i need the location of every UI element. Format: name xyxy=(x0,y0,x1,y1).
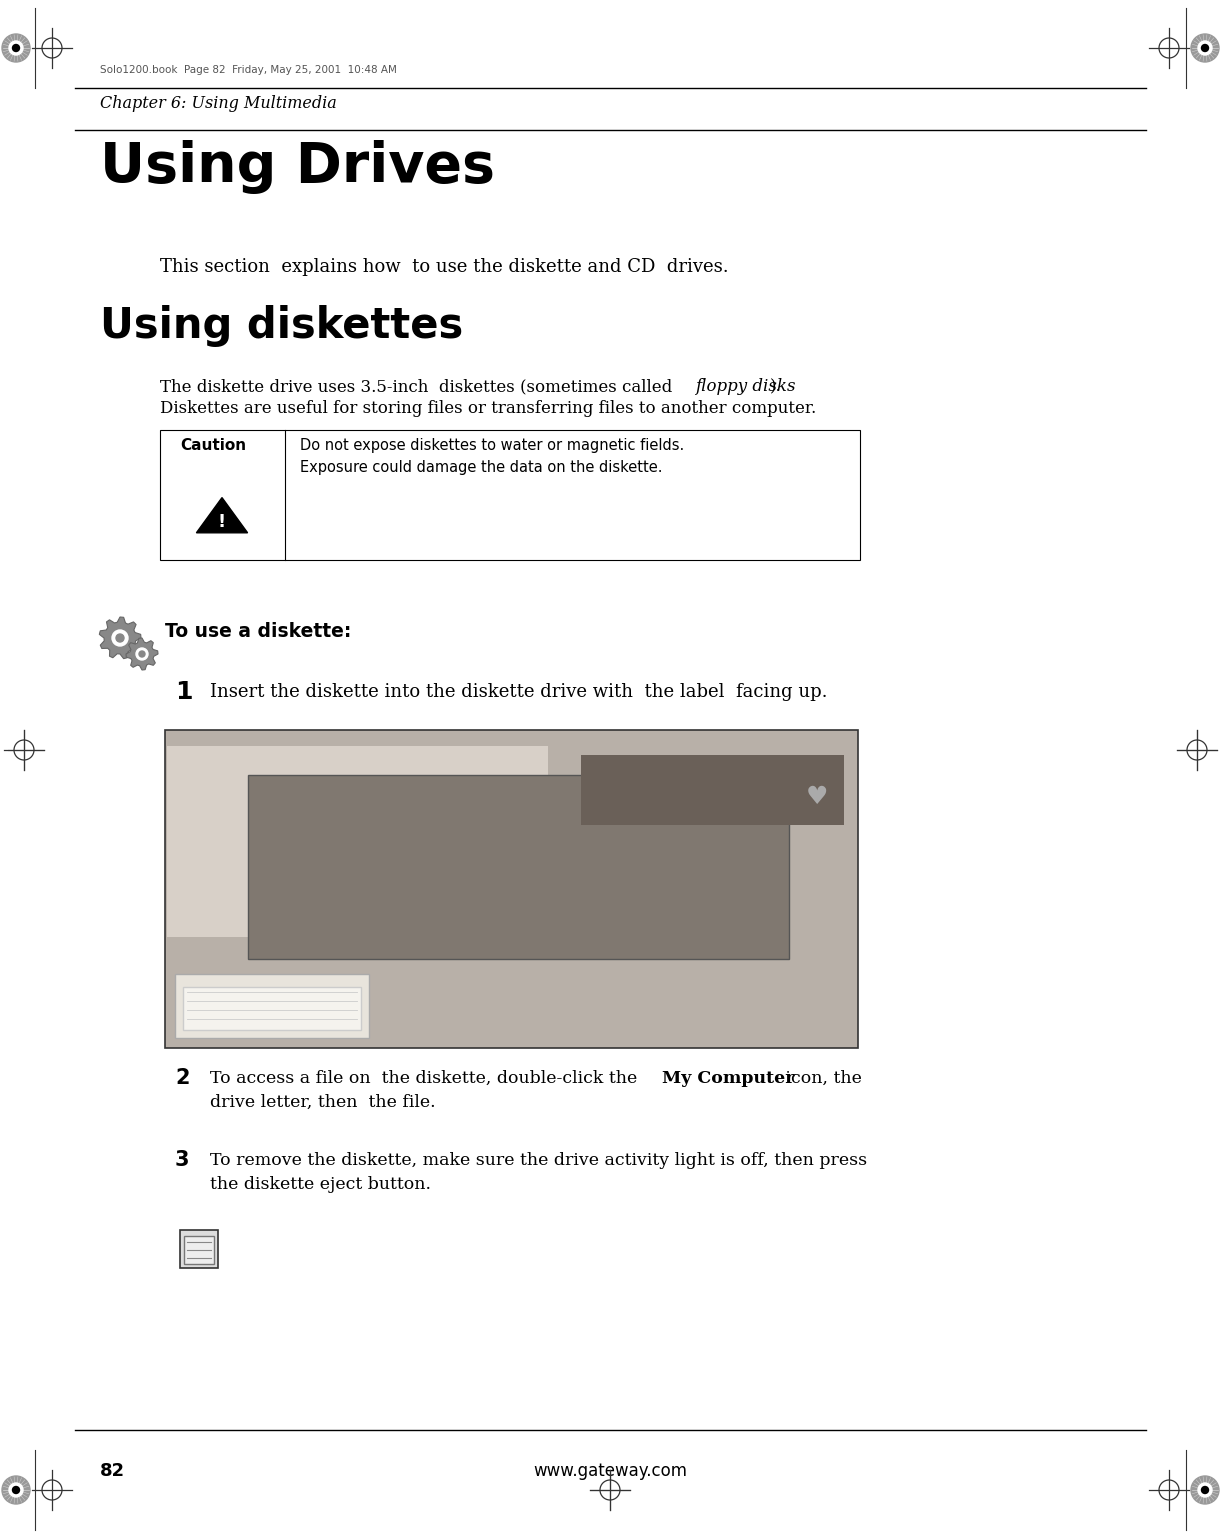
Text: ♥: ♥ xyxy=(806,784,828,809)
FancyBboxPatch shape xyxy=(160,431,860,560)
Text: This section  explains how  to use the diskette and CD  drives.: This section explains how to use the dis… xyxy=(160,258,729,275)
FancyBboxPatch shape xyxy=(175,975,369,1038)
Circle shape xyxy=(1198,1483,1212,1496)
Text: 1: 1 xyxy=(175,680,193,704)
Text: Using diskettes: Using diskettes xyxy=(100,305,463,348)
Text: 3: 3 xyxy=(175,1150,189,1170)
Text: The diskette drive uses 3.5-inch  diskettes (sometimes called: The diskette drive uses 3.5-inch diskett… xyxy=(160,378,678,395)
Text: floppy disks: floppy disks xyxy=(695,378,796,395)
Text: Chapter 6: Using Multimedia: Chapter 6: Using Multimedia xyxy=(100,95,337,112)
Circle shape xyxy=(1201,1487,1209,1493)
Polygon shape xyxy=(197,498,248,532)
Circle shape xyxy=(116,634,125,641)
Circle shape xyxy=(139,651,145,657)
Circle shape xyxy=(1198,42,1212,55)
Circle shape xyxy=(1201,45,1209,51)
FancyBboxPatch shape xyxy=(165,731,858,1047)
FancyBboxPatch shape xyxy=(184,1237,214,1264)
Text: 82: 82 xyxy=(100,1463,125,1480)
Text: icon, the: icon, the xyxy=(780,1070,862,1087)
FancyBboxPatch shape xyxy=(179,1230,219,1267)
Text: To remove the diskette, make sure the drive activity light is off, then press: To remove the diskette, make sure the dr… xyxy=(210,1152,867,1169)
Circle shape xyxy=(2,1476,31,1504)
Text: the diskette eject button.: the diskette eject button. xyxy=(210,1177,431,1193)
FancyBboxPatch shape xyxy=(183,987,361,1030)
FancyBboxPatch shape xyxy=(167,746,548,937)
Text: Insert the diskette into the diskette drive with  the label  facing up.: Insert the diskette into the diskette dr… xyxy=(210,683,828,701)
Circle shape xyxy=(1190,1476,1219,1504)
Circle shape xyxy=(2,34,31,62)
Circle shape xyxy=(112,631,128,646)
Circle shape xyxy=(136,647,148,660)
Text: Do not expose diskettes to water or magnetic fields.: Do not expose diskettes to water or magn… xyxy=(300,438,684,454)
Text: ).: ). xyxy=(770,378,781,395)
Text: Exposure could damage the data on the diskette.: Exposure could damage the data on the di… xyxy=(300,460,663,475)
Text: Using Drives: Using Drives xyxy=(100,140,495,194)
Text: drive letter, then  the file.: drive letter, then the file. xyxy=(210,1094,436,1110)
Circle shape xyxy=(12,1487,20,1493)
Text: Solo1200.book  Page 82  Friday, May 25, 2001  10:48 AM: Solo1200.book Page 82 Friday, May 25, 20… xyxy=(100,65,397,75)
FancyBboxPatch shape xyxy=(581,755,844,826)
Polygon shape xyxy=(126,638,158,671)
Circle shape xyxy=(9,1483,23,1496)
FancyBboxPatch shape xyxy=(248,775,789,960)
Text: !: ! xyxy=(217,512,226,531)
Circle shape xyxy=(12,45,20,51)
Text: Diskettes are useful for storing files or transferring files to another computer: Diskettes are useful for storing files o… xyxy=(160,400,817,417)
Circle shape xyxy=(9,42,23,55)
Text: To access a file on  the diskette, double-click the: To access a file on the diskette, double… xyxy=(210,1070,642,1087)
Text: 2: 2 xyxy=(175,1067,189,1087)
Text: To use a diskette:: To use a diskette: xyxy=(165,621,352,641)
Polygon shape xyxy=(99,617,140,658)
Text: Caution: Caution xyxy=(179,438,247,454)
Text: www.gateway.com: www.gateway.com xyxy=(534,1463,687,1480)
Circle shape xyxy=(1190,34,1219,62)
Text: My Computer: My Computer xyxy=(662,1070,795,1087)
